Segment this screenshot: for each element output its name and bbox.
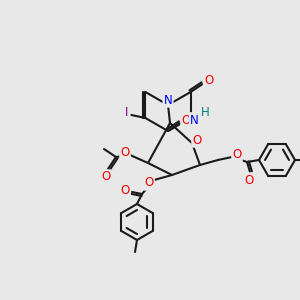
Text: O: O: [120, 184, 130, 196]
Text: O: O: [244, 173, 253, 187]
Text: N: N: [190, 113, 199, 127]
Text: O: O: [120, 146, 130, 158]
Text: O: O: [204, 74, 213, 88]
Text: O: O: [144, 176, 154, 190]
Text: O: O: [192, 134, 202, 146]
Text: O: O: [232, 148, 242, 161]
Text: N: N: [164, 94, 172, 106]
Text: H: H: [201, 106, 210, 119]
Text: I: I: [125, 106, 128, 119]
Text: O: O: [101, 170, 111, 184]
Text: O: O: [182, 113, 190, 127]
